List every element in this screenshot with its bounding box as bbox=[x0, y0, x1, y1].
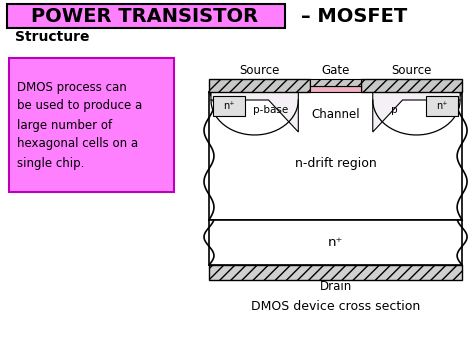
Bar bbox=[213, 96, 245, 116]
Polygon shape bbox=[211, 92, 298, 132]
Text: Structure: Structure bbox=[16, 30, 90, 44]
Text: Source: Source bbox=[391, 64, 432, 76]
Text: n-drift region: n-drift region bbox=[295, 158, 376, 170]
FancyBboxPatch shape bbox=[9, 58, 174, 192]
Bar bbox=[209, 79, 310, 92]
Bar bbox=[209, 220, 462, 265]
Text: n⁺: n⁺ bbox=[223, 101, 235, 111]
Text: POWER TRANSISTOR: POWER TRANSISTOR bbox=[31, 6, 258, 26]
Text: – MOSFET: – MOSFET bbox=[301, 6, 408, 26]
Text: n⁺: n⁺ bbox=[437, 101, 448, 111]
Text: n⁺: n⁺ bbox=[328, 236, 343, 249]
Text: DMOS process can
be used to produce a
large number of
hexagonal cells on a
singl: DMOS process can be used to produce a la… bbox=[18, 81, 143, 169]
Bar bbox=[361, 79, 462, 92]
Bar bbox=[310, 79, 361, 86]
Text: Source: Source bbox=[239, 64, 280, 76]
Text: Channel: Channel bbox=[311, 108, 360, 120]
Text: p: p bbox=[391, 105, 398, 115]
Text: Drain: Drain bbox=[319, 280, 352, 294]
Bar bbox=[310, 86, 361, 92]
Polygon shape bbox=[373, 92, 460, 132]
FancyBboxPatch shape bbox=[8, 4, 285, 28]
Text: Gate: Gate bbox=[321, 64, 350, 76]
Bar bbox=[209, 265, 462, 280]
Bar bbox=[426, 96, 458, 116]
Text: p-base: p-base bbox=[253, 105, 288, 115]
Bar bbox=[209, 92, 462, 220]
Text: DMOS device cross section: DMOS device cross section bbox=[251, 300, 420, 313]
